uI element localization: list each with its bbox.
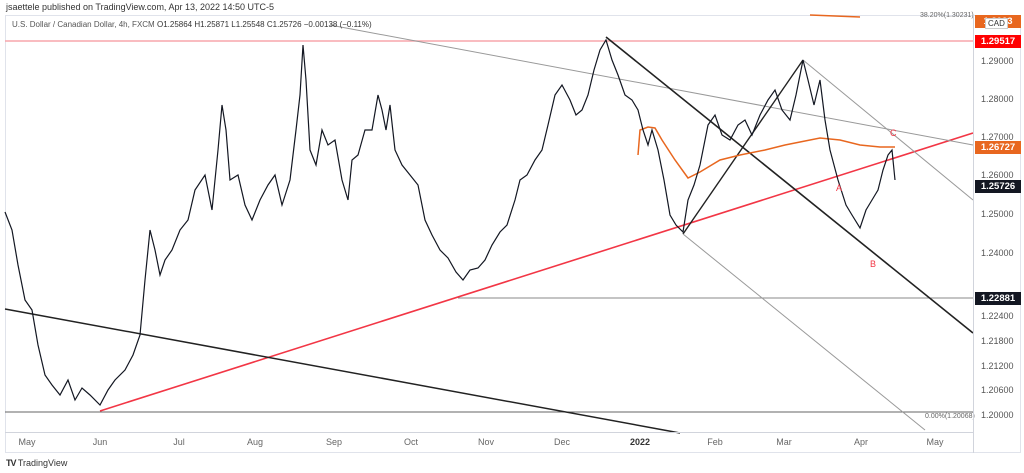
price-tick: 1.20600 bbox=[981, 385, 1014, 395]
pitchfork-handle bbox=[682, 59, 804, 235]
rising-support-trendline bbox=[99, 132, 974, 412]
fib-bottom-label: 0.00%(1.20068) bbox=[925, 413, 975, 420]
ohlc-values: O1.25864 H1.25871 L1.25548 C1.25726 −0.0… bbox=[156, 20, 372, 29]
price-tick: 1.27000 bbox=[981, 132, 1014, 142]
time-tick: Oct bbox=[403, 437, 419, 447]
fib-top-label: 38.20%(1.30231) bbox=[920, 12, 974, 19]
price-tick: 1.26000 bbox=[981, 170, 1014, 180]
chart-legend: U.S. Dollar / Canadian Dollar, 4h, FXCM … bbox=[12, 20, 372, 29]
long-descending-trendline bbox=[4, 308, 681, 434]
price-line bbox=[4, 38, 896, 406]
ma-price-label: 1.26727 bbox=[975, 141, 1021, 154]
time-tick: Jun bbox=[92, 437, 108, 447]
wave-label-b: B bbox=[870, 259, 877, 269]
price-tick: 1.28000 bbox=[981, 94, 1014, 104]
upper-gray-trendline bbox=[329, 24, 974, 146]
wave-label-c: C bbox=[890, 128, 897, 138]
tradingview-brand: TradingView bbox=[17, 458, 68, 468]
time-tick: Jul bbox=[173, 437, 185, 447]
moving-average-line bbox=[637, 126, 895, 179]
time-axis-divider bbox=[5, 432, 973, 433]
time-tick: Aug bbox=[246, 437, 264, 447]
symbol-name: U.S. Dollar / Canadian Dollar, 4h, FXCM bbox=[12, 20, 155, 29]
currency-badge: CAD bbox=[985, 18, 1008, 29]
price-tick: 1.22400 bbox=[981, 311, 1014, 321]
time-tick: Feb bbox=[707, 437, 723, 447]
channel-lower-line bbox=[605, 36, 974, 334]
time-tick: Dec bbox=[553, 437, 571, 447]
time-tick: May bbox=[926, 437, 944, 447]
resistance-price-label: 1.29517 bbox=[975, 35, 1021, 48]
price-axis-divider bbox=[973, 15, 974, 453]
price-tick: 1.29000 bbox=[981, 56, 1014, 66]
time-tick: Nov bbox=[477, 437, 495, 447]
last-price-label: 1.25726 bbox=[975, 180, 1021, 193]
tradingview-logo-icon: TV bbox=[6, 458, 16, 468]
price-tick: 1.24000 bbox=[981, 248, 1014, 258]
price-tick: 1.21200 bbox=[981, 361, 1014, 371]
price-tick: 1.25000 bbox=[981, 209, 1014, 219]
publisher-line: jsaettele published on TradingView.com, … bbox=[6, 2, 275, 12]
time-tick: May bbox=[18, 437, 36, 447]
time-tick: Apr bbox=[853, 437, 869, 447]
tradingview-logo[interactable]: TV TradingView bbox=[6, 458, 67, 468]
wave-label-a: A bbox=[836, 183, 843, 193]
time-tick-year: 2022 bbox=[629, 437, 651, 447]
time-tick: Sep bbox=[325, 437, 343, 447]
support-price-label: 1.22881 bbox=[975, 292, 1021, 305]
time-tick: Mar bbox=[776, 437, 792, 447]
chart-frame bbox=[5, 15, 1021, 453]
price-tick: 1.21800 bbox=[981, 336, 1014, 346]
price-tick: 1.20000 bbox=[981, 410, 1014, 420]
